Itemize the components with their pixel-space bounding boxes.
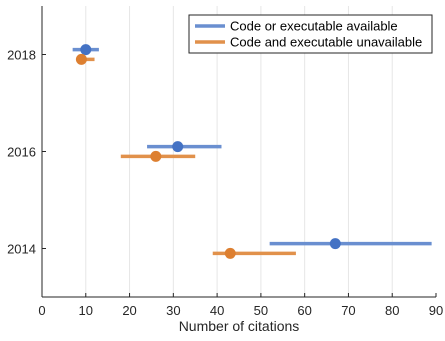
grid <box>85 6 393 297</box>
point-marker-s0-p0 <box>80 44 92 56</box>
x-tick-label: 20 <box>122 303 136 318</box>
x-tick-label: 80 <box>385 303 399 318</box>
x-tick-label: 30 <box>166 303 180 318</box>
x-tick-label: 10 <box>79 303 93 318</box>
x-tick-labels: 0 10 20 30 40 50 60 70 80 90 <box>38 303 443 318</box>
point-marker-s0-p2 <box>329 238 341 250</box>
y-tick-label: 2014 <box>7 242 36 257</box>
point-marker-s1-p0 <box>75 53 87 65</box>
x-tick-label: 70 <box>341 303 355 318</box>
x-axis-label: Number of citations <box>179 318 300 334</box>
x-tick-label: 90 <box>429 303 443 318</box>
data-marks <box>72 44 432 259</box>
x-tick-label: 40 <box>210 303 224 318</box>
point-marker-s0-p1 <box>172 141 184 153</box>
x-tick-label: 60 <box>297 303 311 318</box>
legend-label-0: Code or executable available <box>230 19 398 34</box>
y-tick-label: 2016 <box>7 145 36 160</box>
y-tick-labels: 2014 2016 2018 <box>7 48 36 257</box>
x-tick-label: 50 <box>254 303 268 318</box>
x-tick-label: 0 <box>38 303 45 318</box>
legend-box <box>188 14 433 54</box>
legend-label-1: Code and executable unavailable <box>230 35 422 50</box>
axes <box>41 6 437 298</box>
point-marker-s1-p2 <box>224 247 236 259</box>
point-marker-s1-p1 <box>150 150 162 162</box>
y-tick-label: 2018 <box>7 48 36 63</box>
